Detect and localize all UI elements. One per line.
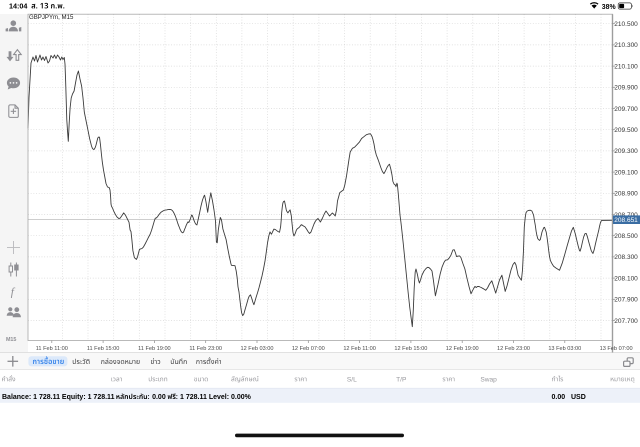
svg-text:208.700: 208.700 xyxy=(614,212,638,219)
svg-text:13 Feb 03:00: 13 Feb 03:00 xyxy=(548,346,581,352)
svg-text:12 Feb 15:00: 12 Feb 15:00 xyxy=(394,346,427,352)
svg-text:208.900: 208.900 xyxy=(614,191,638,198)
svg-text:12 Feb 23:00: 12 Feb 23:00 xyxy=(497,346,530,352)
svg-text:S/L: S/L xyxy=(347,376,357,383)
svg-text:11 Feb 19:00: 11 Feb 19:00 xyxy=(138,346,171,352)
svg-text:Balance: 1 728.11 Equity: 1 72: Balance: 1 728.11 Equity: 1 728.11 xyxy=(2,394,115,401)
svg-text:207.700: 207.700 xyxy=(614,318,638,325)
svg-text:0.00: 0.00 xyxy=(152,394,166,401)
svg-text:38%: 38% xyxy=(602,4,616,11)
svg-text:USD: USD xyxy=(571,394,586,401)
svg-text:12 Feb 11:00: 12 Feb 11:00 xyxy=(343,346,376,352)
svg-text:208.300: 208.300 xyxy=(614,254,638,261)
svg-text:210.100: 210.100 xyxy=(614,63,638,70)
svg-text:12 Feb 19:00: 12 Feb 19:00 xyxy=(446,346,479,352)
svg-text:12 Feb 07:00: 12 Feb 07:00 xyxy=(292,346,325,352)
svg-text:1 728.11 Level: 0.00%: 1 728.11 Level: 0.00% xyxy=(180,394,252,401)
svg-text:M15: M15 xyxy=(6,337,17,343)
svg-text:11 Feb 11:00: 11 Feb 11:00 xyxy=(36,346,68,352)
svg-text:208.100: 208.100 xyxy=(614,275,638,282)
svg-text:14:04: 14:04 xyxy=(9,1,27,10)
svg-text:208.651: 208.651 xyxy=(614,217,638,224)
svg-text:11 Feb 23:00: 11 Feb 23:00 xyxy=(189,346,222,352)
svg-text:209.900: 209.900 xyxy=(614,85,638,92)
svg-text:209.700: 209.700 xyxy=(614,106,638,113)
svg-text:12 Feb 03:00: 12 Feb 03:00 xyxy=(241,346,274,352)
svg-text:T/P: T/P xyxy=(396,376,407,383)
svg-text:210.300: 210.300 xyxy=(614,42,638,49)
svg-text:210.500: 210.500 xyxy=(614,21,638,28)
svg-text:0.00: 0.00 xyxy=(552,394,566,401)
svg-text:209.500: 209.500 xyxy=(614,127,638,134)
svg-text:13 Feb 07:00: 13 Feb 07:00 xyxy=(600,346,633,352)
svg-text:208.500: 208.500 xyxy=(614,233,638,240)
svg-text:207.900: 207.900 xyxy=(614,297,638,304)
svg-text:209.300: 209.300 xyxy=(614,148,638,155)
svg-text:Swap: Swap xyxy=(480,376,497,383)
svg-text:f: f xyxy=(11,287,16,299)
svg-text:GBPJPYm, M15: GBPJPYm, M15 xyxy=(29,14,74,21)
svg-text:11 Feb 15:00: 11 Feb 15:00 xyxy=(87,346,120,352)
svg-text:209.100: 209.100 xyxy=(614,169,638,176)
